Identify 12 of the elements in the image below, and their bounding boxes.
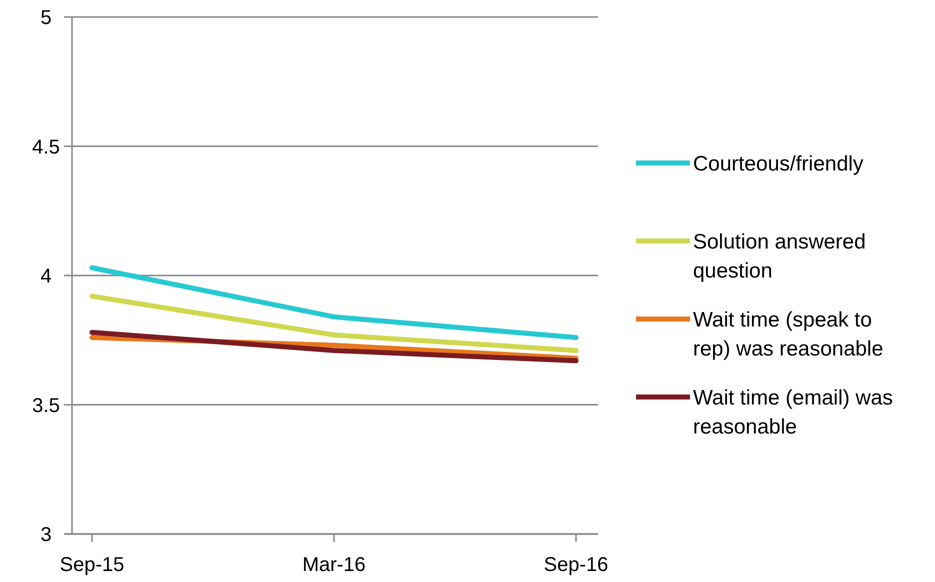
legend-label: Wait time (speak to rep) was reasonable (693, 308, 884, 360)
x-tick-label: Sep-16 (544, 554, 608, 576)
legend-label: Courteous/friendly (693, 152, 864, 176)
y-tick-label: 4 (40, 266, 52, 288)
y-tick-label: 4.5 (32, 136, 60, 158)
x-tick-label: Sep-15 (60, 554, 124, 576)
y-tick-label: 3 (40, 524, 52, 546)
legend-label: Solution answered question (693, 230, 866, 282)
y-tick-label: 5 (40, 7, 52, 29)
x-tick-label: Mar-16 (302, 554, 366, 576)
legend-label: Wait time (email) was reasonable (693, 386, 893, 438)
y-tick-label: 3.5 (32, 394, 60, 417)
